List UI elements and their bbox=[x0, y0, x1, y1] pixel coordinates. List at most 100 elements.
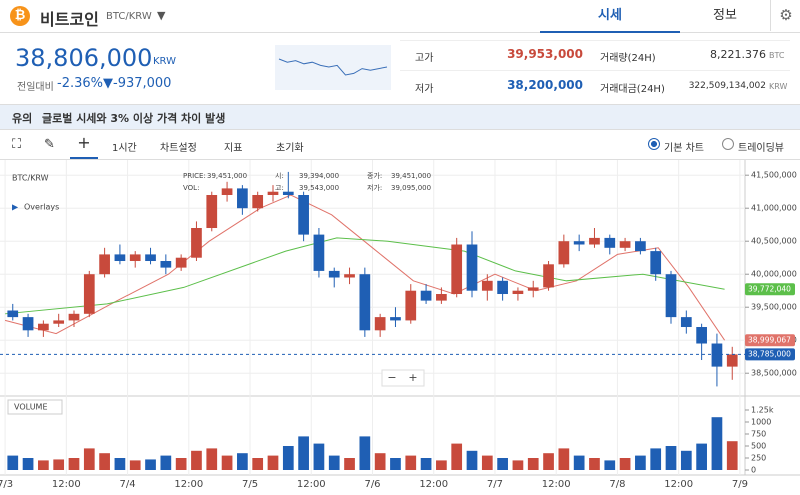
stat-unit: KRW bbox=[769, 82, 788, 91]
radio-on[interactable] bbox=[648, 138, 660, 150]
candle-body bbox=[114, 254, 126, 262]
candle-body bbox=[543, 264, 554, 288]
fullscreen[interactable]: ⛶ bbox=[12, 137, 22, 152]
menu[interactable]: 지표 bbox=[224, 143, 243, 154]
volume-bar bbox=[543, 453, 554, 470]
y-tick-label: 38,500,000 bbox=[751, 369, 797, 378]
volume-tick-label: 250 bbox=[751, 454, 766, 463]
zoom-in[interactable]: + bbox=[408, 371, 417, 384]
stat-unit: BTC bbox=[769, 51, 785, 60]
candle-body bbox=[83, 274, 95, 314]
candle-body bbox=[129, 254, 141, 262]
candle-body bbox=[221, 188, 233, 196]
coin-name: 비트코인 bbox=[40, 10, 99, 29]
volume-bar bbox=[359, 436, 371, 470]
price-tag bbox=[745, 334, 795, 347]
readout-value: 39,095,000 bbox=[391, 184, 431, 192]
readout-label: PRICE: bbox=[183, 172, 206, 180]
candle-body bbox=[696, 327, 707, 344]
volume-bar bbox=[83, 448, 95, 470]
volume-bar bbox=[160, 455, 172, 470]
volume-bar bbox=[221, 455, 233, 470]
radio-off[interactable] bbox=[722, 138, 734, 150]
volume-bar bbox=[114, 458, 126, 470]
candle-body bbox=[53, 320, 65, 324]
candle-body bbox=[527, 287, 539, 291]
price: 38,806,000 bbox=[15, 44, 153, 72]
volume-bar bbox=[589, 458, 600, 470]
candle-body bbox=[7, 310, 19, 318]
chart: 7/3 12:00 7/4 12:00 7/5 12:00 7/6 12:00 7/7 12:00… bbox=[0, 160, 800, 490]
mode[interactable]: 기본 차트 bbox=[664, 143, 704, 154]
crosshair[interactable]: + bbox=[70, 133, 98, 159]
volume-bar bbox=[696, 443, 707, 470]
volume-bar bbox=[481, 455, 493, 470]
candle-body bbox=[711, 343, 723, 367]
y-tick-label: 40,000,000 bbox=[751, 270, 797, 279]
x-tick-label: 7/8 bbox=[609, 479, 625, 490]
readout-label: 종가: bbox=[367, 171, 382, 180]
divider bbox=[400, 70, 790, 71]
candle-body bbox=[374, 317, 386, 331]
menu[interactable]: 차트설정 bbox=[160, 143, 197, 154]
zoom-out[interactable]: − bbox=[387, 371, 396, 384]
stat-value: 8,221.376 bbox=[710, 48, 766, 61]
volume-bar bbox=[635, 455, 646, 470]
candle-body bbox=[436, 294, 447, 301]
tab[interactable]: 정보 bbox=[713, 8, 737, 23]
stat-label: 고가 bbox=[415, 53, 434, 64]
x-tick-label: 7/6 bbox=[364, 479, 380, 490]
candle-body bbox=[420, 290, 432, 301]
volume-bar bbox=[527, 458, 539, 470]
candle-body bbox=[573, 241, 585, 245]
sparkline bbox=[275, 45, 391, 90]
price-unit: KRW bbox=[153, 56, 176, 67]
candle-body bbox=[604, 237, 616, 248]
candle-body bbox=[344, 274, 355, 278]
x-tick-label: 7/4 bbox=[120, 479, 136, 490]
zoom-box bbox=[381, 369, 425, 387]
draw[interactable]: ✎ bbox=[44, 137, 55, 152]
x-tick-label: 12:00 bbox=[52, 479, 81, 490]
volume-bar bbox=[466, 450, 478, 470]
interval[interactable]: 1시간 bbox=[112, 143, 137, 154]
volume-tick-label: 500 bbox=[751, 442, 766, 451]
readout-value: 39,451,000 bbox=[391, 172, 431, 180]
price-tag bbox=[745, 283, 795, 296]
volume-bar bbox=[558, 448, 570, 470]
change-amount: ▼-937,000 bbox=[103, 76, 172, 91]
candle-body bbox=[175, 257, 187, 268]
sparkline-line bbox=[278, 58, 388, 76]
volume-bar bbox=[726, 441, 738, 470]
mode[interactable]: 트레이딩뷰 bbox=[738, 143, 784, 154]
divider bbox=[400, 40, 790, 41]
volume-label: VOLUME bbox=[14, 403, 48, 412]
volume-bar bbox=[390, 458, 401, 470]
candle-body bbox=[512, 290, 524, 295]
tab-active[interactable]: 시세 bbox=[540, 0, 680, 33]
notice-text: 글로벌 시세와 3% 이상 가격 차이 발생 bbox=[42, 112, 226, 125]
candle-body bbox=[22, 317, 34, 331]
candle-body bbox=[497, 280, 508, 295]
candle-body bbox=[466, 244, 478, 291]
candle-body bbox=[359, 274, 371, 331]
change-label: 전일대비 bbox=[17, 82, 54, 93]
x-tick-label: 7/9 bbox=[732, 479, 748, 490]
dropdown[interactable]: ▼ bbox=[157, 9, 166, 22]
settings[interactable]: ⚙ bbox=[770, 0, 800, 31]
overlay-toggle: ▶ bbox=[12, 203, 19, 212]
candle-body bbox=[405, 290, 417, 321]
readout-label: VOL: bbox=[183, 184, 199, 192]
menu[interactable]: 초기화 bbox=[276, 143, 304, 154]
stat-value: 39,953,000 bbox=[507, 47, 583, 61]
volume-bar bbox=[328, 455, 340, 470]
candle-body bbox=[481, 280, 493, 291]
volume-bar bbox=[99, 453, 110, 470]
volume-bar bbox=[22, 458, 34, 470]
candle-body bbox=[665, 274, 677, 318]
candle-body bbox=[99, 254, 110, 275]
volume-bar bbox=[237, 453, 248, 470]
candle-body bbox=[145, 254, 156, 262]
volume-bar bbox=[665, 446, 677, 470]
